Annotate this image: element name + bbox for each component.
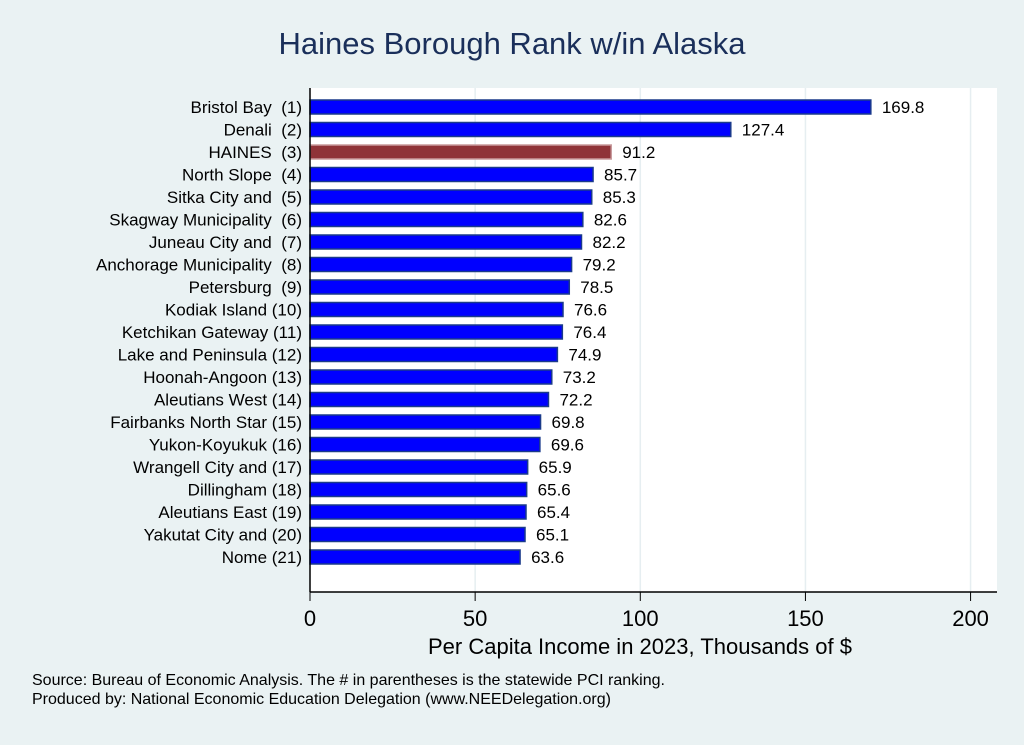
y-category-label: Kodiak Island (10) (165, 301, 302, 320)
bar (309, 234, 583, 250)
bar (309, 279, 571, 295)
bar (309, 346, 559, 363)
bar (309, 504, 527, 520)
bar (309, 211, 584, 228)
y-category-label: Yakutat City and (20) (144, 526, 302, 545)
y-category-label: Ketchikan Gateway (11) (122, 323, 302, 342)
y-category-label: Skagway Municipality (6) (109, 211, 302, 230)
y-category-label: Juneau City and (7) (149, 233, 302, 252)
bar-value-label: 82.6 (594, 211, 627, 230)
bar (309, 481, 528, 498)
y-category-label: Dillingham (18) (188, 481, 302, 500)
y-category-label: Sitka City and (5) (167, 188, 302, 207)
bar (309, 436, 541, 453)
bar-value-label: 85.3 (603, 188, 636, 207)
bar-value-label: 69.6 (551, 436, 584, 455)
y-category-label: Yukon-Koyukuk (16) (149, 436, 302, 455)
y-category-label: Wrangell City and (17) (133, 458, 302, 477)
y-category-label: Aleutians East (19) (158, 503, 302, 522)
bar-value-label: 63.6 (531, 548, 564, 567)
y-category-label: Petersburg (9) (189, 278, 302, 297)
y-category-label: Anchorage Municipality (8) (96, 256, 302, 275)
y-category-label: North Slope (4) (182, 166, 302, 185)
x-tick-label: 0 (304, 606, 316, 631)
x-tick-label: 200 (952, 606, 989, 631)
bar-value-label: 91.2 (622, 143, 655, 162)
bar-value-label: 76.6 (574, 301, 607, 320)
bar-value-label: 74.9 (568, 346, 601, 365)
bar (309, 414, 542, 430)
y-category-label: Lake and Peninsula (12) (118, 346, 302, 365)
y-category-label: Fairbanks North Star (15) (110, 413, 302, 432)
y-category-label: Bristol Bay (1) (191, 98, 302, 117)
bar-value-label: 85.7 (604, 166, 637, 185)
source-note: Source: Bureau of Economic Analysis. The… (32, 672, 665, 689)
bar-value-label: 82.2 (592, 233, 625, 252)
bar (309, 391, 550, 408)
y-category-label: Hoonah-Angoon (13) (143, 368, 302, 387)
bar (309, 99, 872, 115)
bar-value-label: 73.2 (563, 368, 596, 387)
y-category-label: Nome (21) (222, 548, 302, 567)
bar-value-label: 72.2 (559, 391, 592, 410)
bar (309, 549, 521, 565)
bar (309, 166, 594, 183)
x-tick-label: 100 (622, 606, 659, 631)
chart-title: Haines Borough Rank w/in Alaska (278, 26, 746, 61)
bar-value-label: 169.8 (882, 98, 925, 117)
bar-value-label: 65.1 (536, 526, 569, 545)
bar-value-label: 76.4 (573, 323, 606, 342)
bar (309, 324, 564, 340)
bar-value-label: 127.4 (742, 121, 785, 140)
y-category-label: HAINES (3) (208, 143, 302, 162)
bar (309, 189, 593, 205)
bar-value-label: 65.9 (539, 458, 572, 477)
bar-value-label: 65.4 (537, 503, 570, 522)
bar (309, 526, 526, 543)
y-category-label: Aleutians West (14) (154, 391, 302, 410)
x-tick-label: 50 (463, 606, 487, 631)
bar-value-label: 78.5 (580, 278, 613, 297)
bar-value-label: 79.2 (583, 256, 616, 275)
bar (309, 369, 553, 385)
bar (309, 301, 564, 318)
x-tick-label: 150 (787, 606, 824, 631)
bar (309, 256, 573, 273)
bar (309, 121, 732, 138)
producer-note: Produced by: National Economic Education… (32, 691, 611, 708)
bar (309, 459, 529, 475)
bar-value-label: 65.6 (538, 481, 571, 500)
bar-highlight (309, 144, 612, 160)
bar-value-label: 69.8 (552, 413, 585, 432)
y-category-label: Denali (2) (224, 121, 302, 140)
x-axis-label: Per Capita Income in 2023, Thousands of … (428, 634, 852, 659)
